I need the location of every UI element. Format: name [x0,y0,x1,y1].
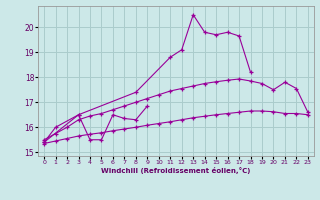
X-axis label: Windchill (Refroidissement éolien,°C): Windchill (Refroidissement éolien,°C) [101,167,251,174]
